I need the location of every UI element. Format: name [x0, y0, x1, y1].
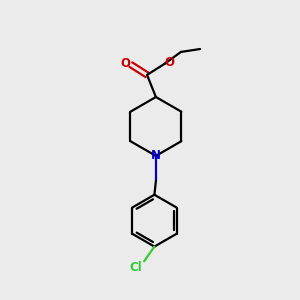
Text: O: O [121, 57, 131, 70]
Text: Cl: Cl [130, 261, 142, 274]
Text: O: O [164, 56, 174, 69]
Text: N: N [151, 149, 161, 162]
